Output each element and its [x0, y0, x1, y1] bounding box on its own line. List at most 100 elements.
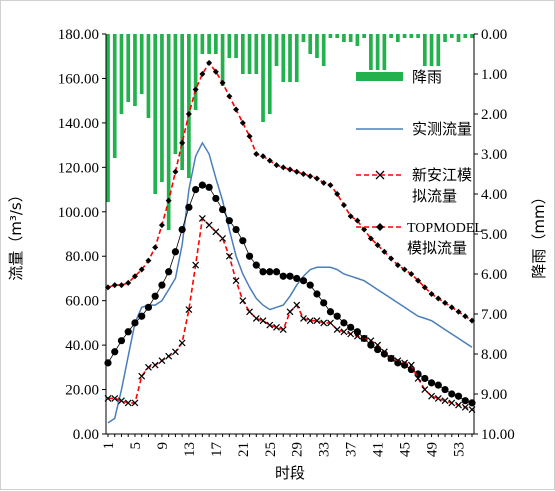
rain-bar [470, 34, 474, 38]
y-left-tick-label: 40.00 [65, 338, 99, 354]
unnamed-series-point [218, 205, 227, 214]
xaj-point [212, 228, 220, 236]
rainfall-bars [106, 34, 474, 230]
rain-bar [288, 34, 292, 82]
unnamed-series-point [347, 323, 355, 331]
rain-bar [247, 34, 252, 74]
unnamed-series-point [205, 183, 213, 191]
xaj-point [145, 363, 152, 371]
rain-bar [281, 34, 286, 82]
unnamed-series-point [421, 374, 429, 383]
xaj-point [414, 375, 422, 382]
xaj-point [185, 306, 193, 313]
topmodel-point [212, 68, 219, 75]
xaj-point [232, 277, 240, 285]
unnamed-series-point [111, 348, 119, 356]
xaj-point [138, 372, 146, 380]
topmodel-point [293, 168, 300, 175]
xaj-point [401, 359, 409, 367]
xaj-point [441, 397, 449, 405]
topmodel-point [428, 291, 435, 297]
unnamed-series-point [313, 290, 321, 298]
topmodel-point [111, 282, 118, 289]
xaj-point [198, 215, 206, 222]
xaj-point [421, 386, 429, 393]
rain-bar [254, 34, 259, 74]
topmodel-point [266, 157, 273, 164]
topmodel-point [287, 166, 293, 173]
topmodel-point [462, 313, 469, 320]
topmodel-point [313, 175, 320, 182]
unnamed-series-point [454, 392, 463, 400]
unnamed-series-point [279, 272, 287, 280]
unnamed-series-point [266, 268, 274, 276]
y-right-tick-label: 1.00 [481, 67, 507, 83]
y-right-tick-label: 6.00 [481, 267, 507, 283]
topmodel-point [199, 71, 206, 77]
rain-bar [133, 34, 137, 106]
unnamed-series-point [448, 390, 456, 398]
topmodel-point [206, 59, 213, 66]
unnamed-series-point [212, 194, 220, 203]
unnamed-series-point [144, 303, 153, 311]
topmodel-point [340, 202, 347, 209]
rain-bar [402, 34, 407, 38]
xaj-point [124, 399, 132, 407]
y-left-tick-label: 120.00 [58, 160, 99, 176]
unnamed-series-point [138, 312, 146, 320]
xaj-point [394, 357, 402, 365]
xaj-point [293, 301, 301, 309]
unnamed-series-point [239, 237, 247, 245]
xaj-point [165, 352, 173, 360]
unnamed-series-point [171, 248, 180, 256]
legend-label-rain: 降雨 [412, 68, 442, 86]
rain-bar [119, 34, 124, 114]
rain-bar [436, 34, 441, 66]
rain-bar [321, 34, 326, 66]
unnamed-series-point [333, 312, 341, 320]
topmodel-point [118, 282, 125, 289]
rain-bar [429, 34, 434, 66]
topmodel-point [233, 106, 240, 113]
unnamed-series-point [259, 268, 267, 276]
x-tick-label: 5 [128, 442, 144, 450]
topmodel-point [138, 266, 145, 273]
y-right-tick-label: 3.00 [481, 147, 507, 163]
topmodel-point [226, 93, 233, 100]
rain-bar [112, 34, 117, 158]
legend-swatch-rain [356, 72, 403, 81]
xaj-point [380, 348, 388, 356]
rain-bar [315, 34, 319, 58]
unnamed-series-point [245, 252, 254, 260]
unnamed-series-point [252, 261, 260, 269]
rain-bar [214, 34, 218, 54]
legend-marker-topmodel [376, 223, 384, 231]
x-tick-label: 37 [344, 442, 360, 458]
topmodel-point [388, 255, 395, 262]
rain-bar [166, 34, 171, 230]
y-left-tick-label: 80.00 [65, 249, 99, 265]
rain-bar [200, 34, 205, 54]
xaj-point [219, 235, 227, 242]
topmodel-point [334, 191, 341, 197]
topmodel-point [394, 262, 401, 269]
xaj-point [448, 399, 456, 407]
topmodel-point [131, 273, 138, 280]
unnamed-series-point [185, 203, 193, 211]
topmodel-point [253, 151, 260, 157]
rain-bar [369, 34, 373, 70]
unnamed-series-point [306, 281, 314, 289]
topmodel-point [185, 111, 192, 117]
legend-label-topmodel-line1: TOPMODEL [407, 221, 483, 236]
topmodel-point [192, 86, 199, 93]
unnamed-series-point [461, 397, 469, 405]
rain-bar [274, 34, 279, 66]
topmodel-point [260, 153, 267, 160]
topmodel-point [145, 257, 152, 264]
xaj-point [266, 321, 274, 329]
rain-bar [422, 34, 427, 66]
xaj-point [347, 330, 355, 338]
xaj-point [327, 319, 334, 327]
unnamed-series-point [158, 281, 166, 289]
